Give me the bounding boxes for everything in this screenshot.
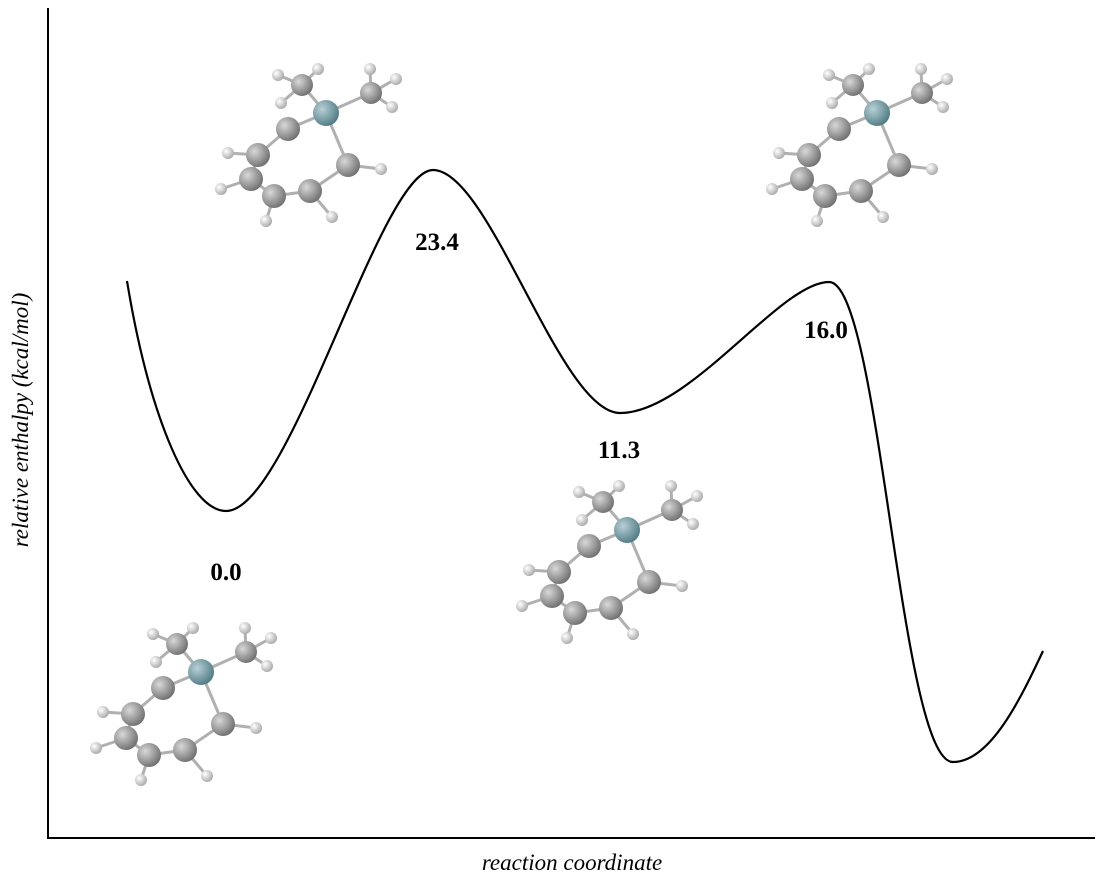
page: {"axes": {"x_label": "reaction coordinat… (0, 0, 1107, 878)
diagram: 0.0 23.4 11.3 16.0 reaction coordinate r… (0, 0, 1107, 878)
point-label: 11.3 (598, 437, 640, 464)
y-axis-label: relative enthalpy (kcal/mol) (8, 293, 33, 548)
molecule (516, 480, 703, 644)
molecule (90, 622, 277, 786)
x-axis-label: reaction coordinate (482, 850, 662, 875)
molecule (215, 63, 402, 227)
point-label: 23.4 (415, 229, 459, 256)
point-label: 0.0 (210, 559, 241, 586)
energy-curve (127, 170, 1043, 762)
point-label: 16.0 (804, 317, 848, 344)
molecule (766, 63, 953, 227)
